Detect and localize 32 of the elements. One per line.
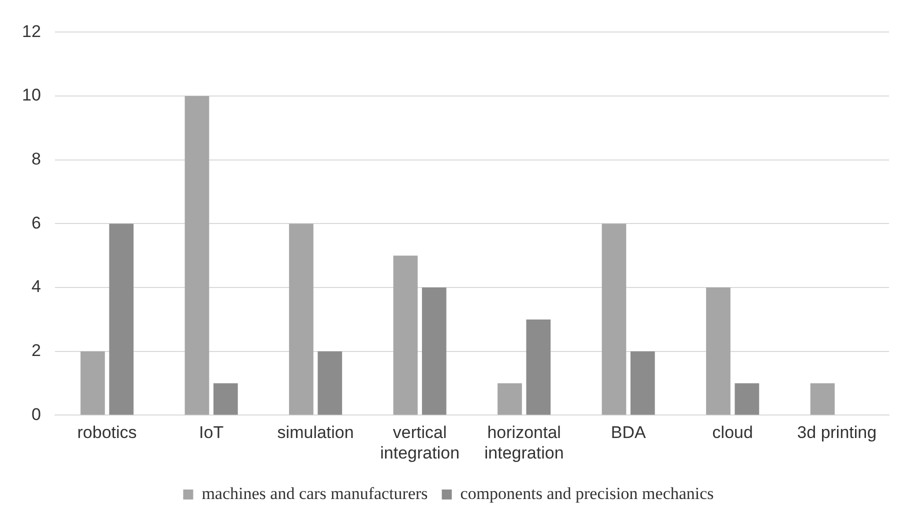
bar — [109, 224, 134, 415]
bar — [422, 288, 446, 415]
bar — [734, 383, 760, 415]
bar — [80, 351, 105, 415]
x-tick-label: horizontal integration — [484, 423, 564, 462]
x-tick-label: vertical integration — [380, 423, 460, 462]
x-tick-label: IoT — [199, 423, 224, 442]
x-tick-label: cloud — [712, 423, 753, 442]
bar — [393, 256, 418, 415]
y-tick-label: 4 — [31, 277, 41, 296]
bar — [498, 383, 522, 415]
x-tick-label: BDA — [610, 423, 646, 442]
x-tick-label: 3d printing — [797, 423, 877, 442]
bar — [706, 288, 730, 415]
bar — [810, 383, 835, 415]
y-tick-label: 12 — [22, 22, 41, 41]
y-tick-label: 0 — [31, 404, 41, 424]
x-tick-label: simulation — [277, 423, 354, 442]
bar — [289, 224, 314, 415]
y-tick-label: 8 — [31, 150, 41, 169]
y-tick-label: 6 — [31, 213, 41, 232]
bar — [630, 351, 655, 415]
legend-label: components and precision mechanics — [460, 484, 714, 503]
y-tick-label: 10 — [22, 86, 41, 105]
x-tick-label: robotics — [77, 423, 137, 442]
bar — [318, 351, 342, 415]
bar — [602, 224, 626, 415]
bar — [184, 96, 210, 415]
y-tick-label: 2 — [31, 341, 41, 360]
bar — [526, 319, 551, 415]
bar — [213, 383, 238, 415]
legend-label: machines and cars manufacturers — [202, 484, 428, 503]
